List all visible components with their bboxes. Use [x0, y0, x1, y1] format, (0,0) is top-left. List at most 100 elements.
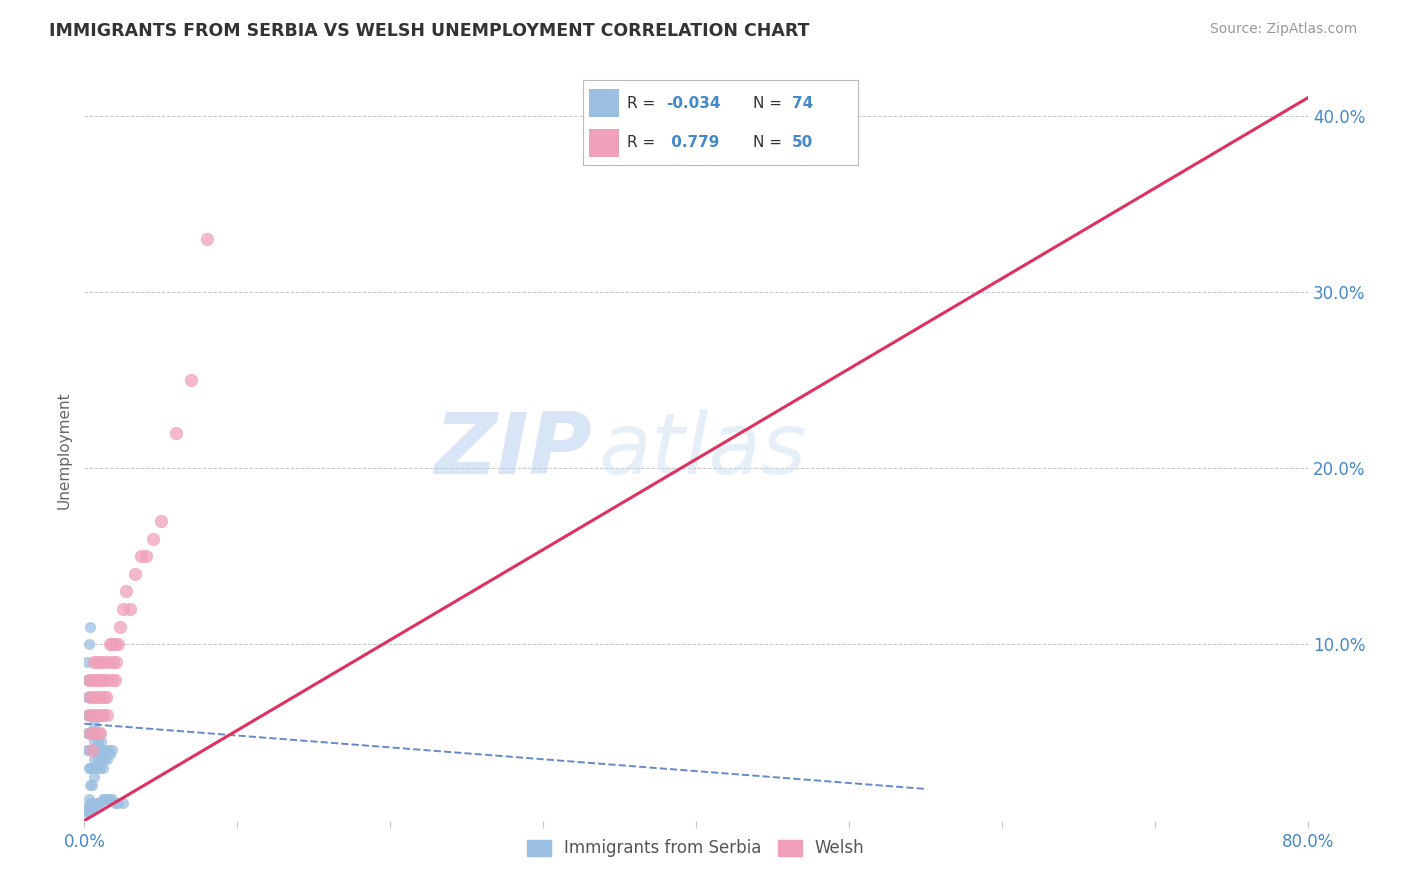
Point	[77, 690, 100, 705]
Point	[165, 425, 187, 440]
Point	[89, 690, 111, 705]
Point	[84, 743, 107, 757]
Text: N =: N =	[754, 95, 787, 111]
Text: R =: R =	[627, 135, 661, 150]
Point	[86, 725, 108, 739]
Point	[91, 792, 114, 806]
Point	[104, 637, 127, 651]
Point	[79, 690, 101, 705]
Text: ZIP: ZIP	[434, 409, 592, 492]
Point	[80, 778, 103, 792]
Point	[86, 655, 108, 669]
Point	[90, 734, 112, 748]
Text: 0.779: 0.779	[666, 135, 718, 150]
Point	[84, 673, 107, 687]
Point	[80, 801, 103, 815]
Point	[124, 566, 146, 581]
Point	[79, 778, 101, 792]
Point	[103, 655, 125, 669]
Point	[76, 725, 98, 739]
Point	[80, 690, 103, 705]
Point	[98, 637, 121, 651]
Point	[76, 805, 98, 819]
Point	[96, 752, 118, 766]
Text: Source: ZipAtlas.com: Source: ZipAtlas.com	[1209, 22, 1357, 37]
Point	[89, 655, 111, 669]
Point	[77, 799, 100, 814]
Point	[96, 673, 118, 687]
Point	[86, 796, 108, 810]
Point	[111, 602, 134, 616]
Point	[89, 761, 111, 775]
Point	[77, 707, 100, 722]
Point	[76, 799, 98, 814]
Point	[77, 805, 100, 819]
Point	[77, 637, 100, 651]
Point	[87, 796, 110, 810]
Legend: Immigrants from Serbia, Welsh: Immigrants from Serbia, Welsh	[520, 833, 872, 864]
Point	[89, 743, 111, 757]
Point	[86, 690, 108, 705]
Point	[79, 796, 101, 810]
Point	[83, 655, 105, 669]
Point	[80, 673, 103, 687]
Point	[97, 655, 120, 669]
Point	[77, 743, 100, 757]
Point	[87, 673, 110, 687]
Point	[84, 761, 107, 775]
Point	[91, 707, 114, 722]
Point	[84, 707, 107, 722]
Point	[79, 673, 101, 687]
Text: IMMIGRANTS FROM SERBIA VS WELSH UNEMPLOYMENT CORRELATION CHART: IMMIGRANTS FROM SERBIA VS WELSH UNEMPLOY…	[49, 22, 810, 40]
Point	[76, 655, 98, 669]
Point	[101, 637, 124, 651]
Point	[97, 743, 120, 757]
Text: 50: 50	[792, 135, 813, 150]
Point	[79, 707, 101, 722]
Point	[84, 725, 107, 739]
Point	[83, 752, 105, 766]
Point	[135, 549, 157, 564]
Text: -0.034: -0.034	[666, 95, 720, 111]
Point	[83, 799, 105, 814]
Point	[77, 707, 100, 722]
Point	[91, 761, 114, 775]
Point	[101, 743, 124, 757]
Point	[107, 637, 129, 651]
Point	[79, 725, 101, 739]
Point	[77, 725, 100, 739]
Point	[89, 725, 111, 739]
Point	[80, 796, 103, 810]
Point	[80, 707, 103, 722]
Point	[76, 707, 98, 722]
Point	[86, 743, 108, 757]
Point	[180, 373, 202, 387]
Point	[96, 707, 118, 722]
Point	[114, 584, 136, 599]
Point	[93, 792, 115, 806]
Point	[90, 673, 112, 687]
Point	[87, 752, 110, 766]
Point	[77, 673, 100, 687]
Text: R =: R =	[627, 95, 661, 111]
Point	[149, 514, 172, 528]
Point	[86, 725, 108, 739]
Point	[108, 620, 131, 634]
Point	[91, 743, 114, 757]
Point	[97, 792, 120, 806]
Point	[83, 725, 105, 739]
Point	[83, 770, 105, 784]
Point	[93, 752, 115, 766]
Point	[96, 792, 118, 806]
Bar	[589, 128, 619, 157]
Bar	[589, 89, 619, 117]
Point	[104, 796, 127, 810]
Point	[76, 743, 98, 757]
Point	[98, 747, 121, 761]
Point	[87, 734, 110, 748]
Point	[79, 761, 101, 775]
Point	[107, 796, 129, 810]
Point	[76, 673, 98, 687]
Point	[104, 673, 127, 687]
Point	[87, 707, 110, 722]
